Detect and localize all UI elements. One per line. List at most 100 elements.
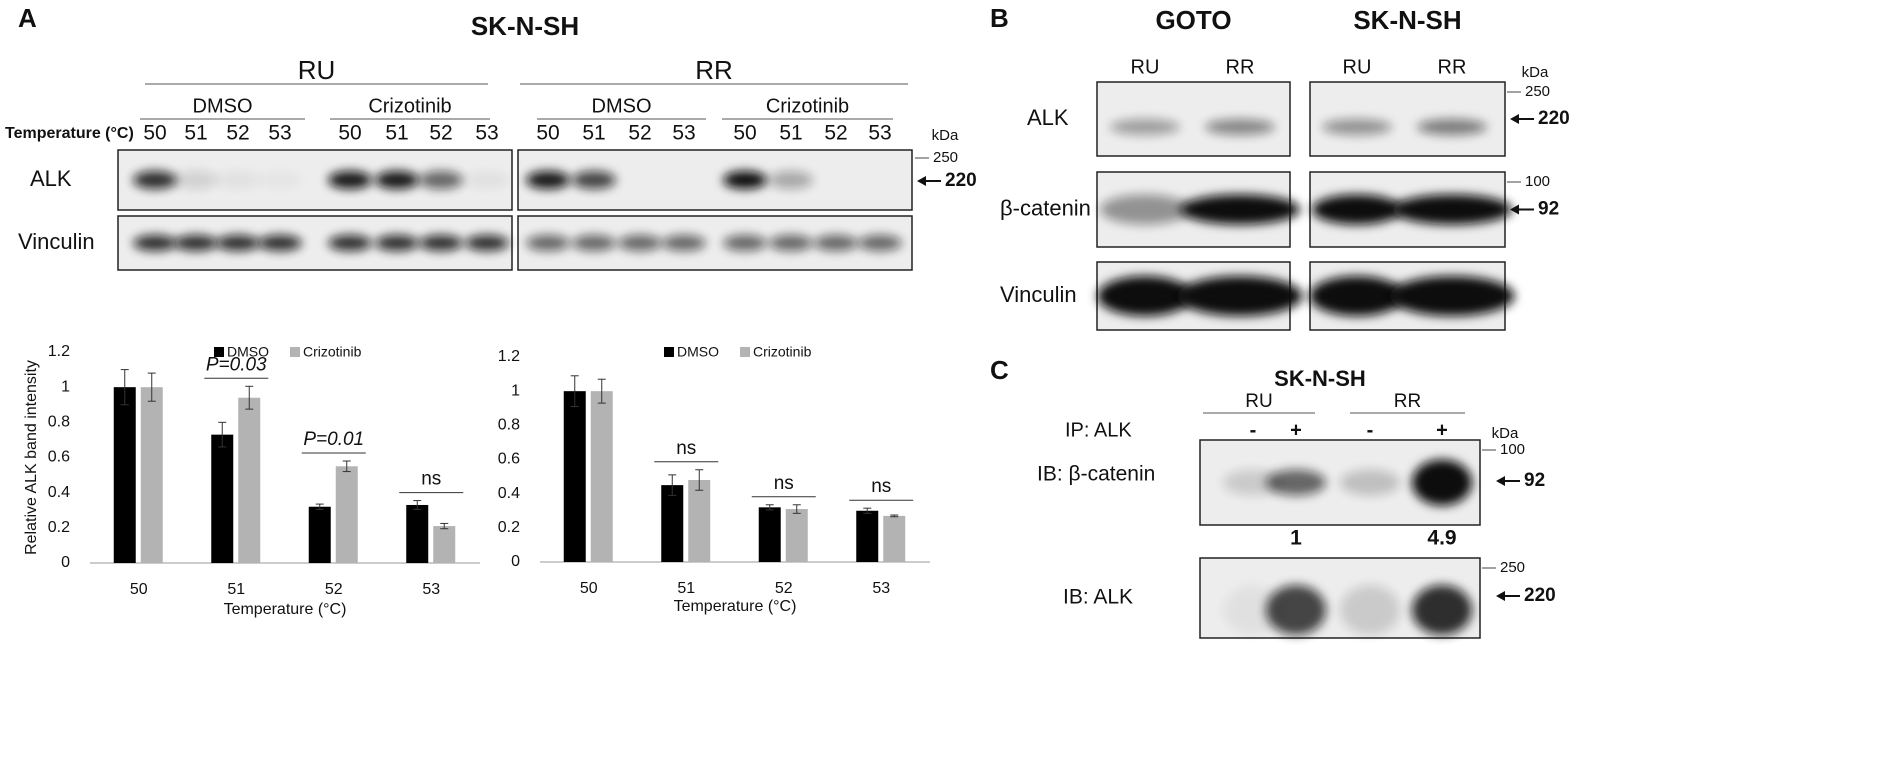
annotation: ns bbox=[421, 469, 441, 490]
error-bar bbox=[218, 421, 227, 448]
bar bbox=[785, 509, 808, 562]
error-bar bbox=[668, 474, 677, 496]
blot-band bbox=[1412, 459, 1472, 506]
bar bbox=[140, 387, 163, 563]
arrow-head bbox=[1496, 591, 1505, 601]
kda-label: kDa bbox=[932, 127, 959, 144]
blot-band bbox=[375, 235, 419, 251]
blot-band bbox=[1340, 469, 1400, 496]
y-tick-label: 1 bbox=[511, 382, 520, 399]
temperature: 52 bbox=[628, 122, 651, 145]
kda-label: kDa bbox=[1522, 64, 1549, 81]
x-tick-label: 50 bbox=[580, 580, 598, 597]
error-bar bbox=[863, 507, 872, 514]
marker-label: 250 bbox=[1525, 83, 1550, 100]
blot-band bbox=[814, 235, 858, 251]
size-label: 220 bbox=[1524, 585, 1556, 606]
blot-band bbox=[618, 235, 662, 251]
blot-band bbox=[1177, 276, 1303, 316]
legend-label: DMSO bbox=[227, 344, 269, 360]
bar bbox=[211, 434, 234, 563]
panel-label: B bbox=[990, 3, 1009, 33]
quantification: 1 bbox=[1290, 527, 1302, 550]
blot-band bbox=[1180, 194, 1300, 225]
blot-label: β-catenin bbox=[1000, 195, 1091, 220]
ip-sign: + bbox=[1290, 419, 1302, 441]
error-bar bbox=[147, 372, 156, 402]
marker-label: 250 bbox=[933, 149, 958, 166]
blot-band bbox=[1392, 194, 1512, 225]
blot-label: IB: β-catenin bbox=[1037, 463, 1155, 486]
ip-sign: + bbox=[1436, 419, 1448, 441]
temperature: 53 bbox=[475, 122, 498, 145]
blot-band bbox=[1097, 276, 1193, 316]
annotation: P=0.03 bbox=[206, 354, 267, 375]
row-header: Temperature (°C) bbox=[5, 125, 134, 142]
blot-label: IB: ALK bbox=[1063, 586, 1133, 609]
bar bbox=[433, 526, 456, 563]
lane-label: RU bbox=[1131, 56, 1160, 78]
arrow-head bbox=[1510, 204, 1519, 215]
bar bbox=[590, 391, 613, 562]
size-label: 220 bbox=[945, 170, 977, 191]
bar bbox=[308, 506, 331, 563]
blot-label: Vinculin bbox=[18, 229, 95, 254]
blot-band bbox=[258, 235, 302, 251]
lane-label: RU bbox=[1343, 56, 1372, 78]
blot-band bbox=[1223, 585, 1283, 635]
ip-label: IP: ALK bbox=[1065, 419, 1132, 441]
legend-swatch bbox=[290, 347, 300, 357]
blot-band bbox=[1110, 119, 1180, 135]
y-tick-label: 0.8 bbox=[48, 414, 70, 431]
temperature: 52 bbox=[824, 122, 847, 145]
y-tick-label: 1.2 bbox=[48, 343, 70, 360]
annotation: P=0.01 bbox=[303, 429, 364, 450]
temperature: 51 bbox=[582, 122, 605, 145]
y-tick-label: 0 bbox=[61, 554, 70, 571]
blot bbox=[517, 149, 913, 211]
legend-swatch bbox=[214, 347, 224, 357]
cell-line: GOTO bbox=[1155, 5, 1231, 35]
blot-label: ALK bbox=[1027, 105, 1069, 130]
temperature: 53 bbox=[868, 122, 891, 145]
error-bar bbox=[342, 460, 351, 473]
blot-band bbox=[662, 235, 706, 251]
y-tick-label: 0.4 bbox=[498, 485, 520, 502]
blot-band bbox=[216, 235, 260, 251]
lane-label: RR bbox=[1226, 56, 1255, 78]
blot-band bbox=[1223, 469, 1283, 496]
blot-label: Vinculin bbox=[1000, 282, 1077, 307]
panel-title: SK-N-SH bbox=[1274, 366, 1366, 391]
group-label: RU bbox=[1245, 391, 1272, 412]
annotation: ns bbox=[774, 473, 794, 494]
treatment: Crizotinib bbox=[368, 95, 451, 117]
x-tick-label: 52 bbox=[775, 580, 793, 597]
blot-band bbox=[526, 235, 570, 251]
bar bbox=[758, 507, 781, 562]
arrow-head bbox=[1496, 476, 1505, 486]
blot-band bbox=[133, 235, 177, 251]
blot-band bbox=[572, 171, 616, 189]
y-tick-label: 0.2 bbox=[498, 519, 520, 536]
bar bbox=[335, 466, 358, 563]
panel-title: SK-N-SH bbox=[471, 11, 579, 41]
panel-label: A bbox=[18, 3, 37, 33]
error-bar bbox=[245, 385, 254, 410]
temperature: 51 bbox=[779, 122, 802, 145]
ip-sign: - bbox=[1250, 419, 1257, 441]
temperature: 50 bbox=[733, 122, 756, 145]
blot-band bbox=[419, 235, 463, 251]
bar bbox=[563, 391, 586, 562]
blot-band bbox=[1266, 469, 1326, 496]
error-bar bbox=[570, 375, 579, 408]
blot-band bbox=[216, 171, 260, 189]
error-bar bbox=[315, 503, 324, 510]
blot-band bbox=[1309, 276, 1405, 316]
size-label: 220 bbox=[1538, 108, 1570, 129]
size-label: 92 bbox=[1524, 470, 1545, 491]
arrow-head bbox=[1510, 114, 1519, 124]
bar bbox=[406, 504, 429, 563]
cell-line: RR bbox=[695, 55, 733, 85]
error-bar bbox=[792, 504, 801, 514]
temperature: 53 bbox=[268, 122, 291, 145]
